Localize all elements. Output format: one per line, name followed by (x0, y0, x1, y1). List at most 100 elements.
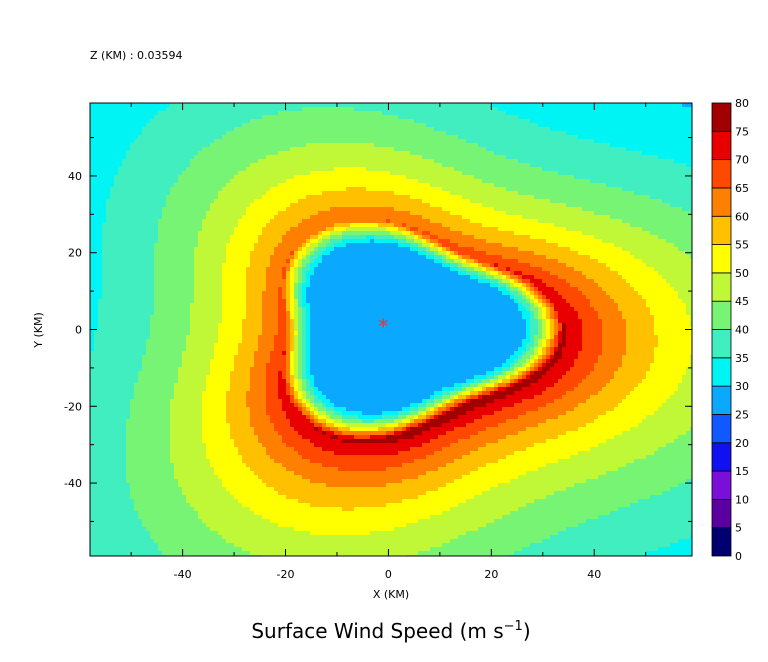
contour-cell (110, 123, 115, 128)
contour-cell (194, 111, 199, 116)
contour-cell (118, 219, 123, 224)
contour-cell (222, 471, 227, 476)
contour-cell (250, 407, 255, 412)
contour-cell (162, 431, 167, 436)
contour-cell (262, 447, 267, 452)
contour-cell (130, 523, 135, 528)
contour-cell (170, 483, 175, 488)
contour-cell (214, 355, 219, 360)
contour-cell (234, 191, 239, 196)
contour-cell (130, 319, 135, 324)
contour-cell (130, 419, 135, 424)
contour-cell (142, 427, 147, 432)
contour-cell (106, 427, 111, 432)
contour-cell (142, 367, 147, 372)
contour-cell (246, 463, 251, 468)
contour-cell (202, 251, 207, 256)
contour-cell (230, 163, 235, 168)
contour-cell (246, 139, 251, 144)
contour-cell (154, 435, 159, 440)
contour-cell (146, 523, 151, 528)
contour-cell (234, 531, 239, 536)
contour-cell (118, 231, 123, 236)
contour-cell (102, 199, 107, 204)
contour-cell (198, 319, 203, 324)
contour-cell (110, 235, 115, 240)
contour-cell (126, 159, 131, 164)
contour-cell (146, 531, 151, 536)
contour-cell (90, 187, 95, 192)
contour-cell (206, 519, 211, 524)
contour-cell (90, 319, 95, 324)
contour-cell (106, 355, 111, 360)
contour-cell (134, 163, 139, 168)
contour-cell (126, 427, 131, 432)
contour-cell (194, 211, 199, 216)
contour-cell (218, 519, 223, 524)
contour-cell (114, 283, 119, 288)
contour-cell (122, 351, 127, 356)
contour-cell (122, 467, 127, 472)
contour-cell (170, 339, 175, 344)
contour-cell (166, 307, 171, 312)
contour-cell (162, 491, 167, 496)
contour-cell (142, 503, 147, 508)
contour-cell (226, 491, 231, 496)
contour-cell (190, 135, 195, 140)
contour-cell (182, 359, 187, 364)
contour-cell (98, 187, 103, 192)
contour-cell (194, 439, 199, 444)
contour-cell (170, 395, 175, 400)
contour-cell (210, 387, 215, 392)
contour-cell (218, 255, 223, 260)
contour-cell (138, 479, 143, 484)
contour-cell (230, 411, 235, 416)
contour-cell (94, 415, 99, 420)
contour-cell (262, 411, 267, 416)
contour-cell (146, 483, 151, 488)
contour-cell (118, 199, 123, 204)
contour-cell (122, 403, 127, 408)
contour-cell (118, 211, 123, 216)
contour-cell (126, 135, 131, 140)
contour-cell (154, 227, 159, 232)
contour-cell (170, 415, 175, 420)
contour-cell (210, 467, 215, 472)
contour-cell (114, 495, 119, 500)
contour-cell (242, 387, 247, 392)
contour-cell (198, 351, 203, 356)
contour-cell (218, 199, 223, 204)
contour-cell (258, 291, 263, 296)
contour-cell (182, 115, 187, 120)
contour-cell (126, 403, 131, 408)
contour-cell (202, 491, 207, 496)
contour-cell (146, 307, 151, 312)
contour-cell (114, 435, 119, 440)
contour-cell (158, 403, 163, 408)
contour-cell (94, 311, 99, 316)
contour-cell (214, 515, 219, 520)
contour-cell (130, 187, 135, 192)
contour-cell (238, 291, 243, 296)
contour-cell (226, 279, 231, 284)
contour-cell (138, 375, 143, 380)
contour-cell (174, 507, 179, 512)
contour-cell (254, 155, 259, 160)
contour-cell (102, 515, 107, 520)
contour-cell (246, 255, 251, 260)
contour-cell (118, 259, 123, 264)
contour-cell (142, 371, 147, 376)
contour-cell (246, 251, 251, 256)
contour-cell (90, 307, 95, 312)
contour-cell (106, 199, 111, 204)
contour-cell (162, 199, 167, 204)
contour-cell (258, 215, 263, 220)
contour-cell (222, 231, 227, 236)
contour-cell (106, 363, 111, 368)
contour-cell (262, 327, 267, 332)
contour-cell (258, 259, 263, 264)
contour-cell (170, 135, 175, 140)
contour-cell (158, 155, 163, 160)
contour-cell (178, 543, 183, 548)
contour-cell (218, 147, 223, 152)
